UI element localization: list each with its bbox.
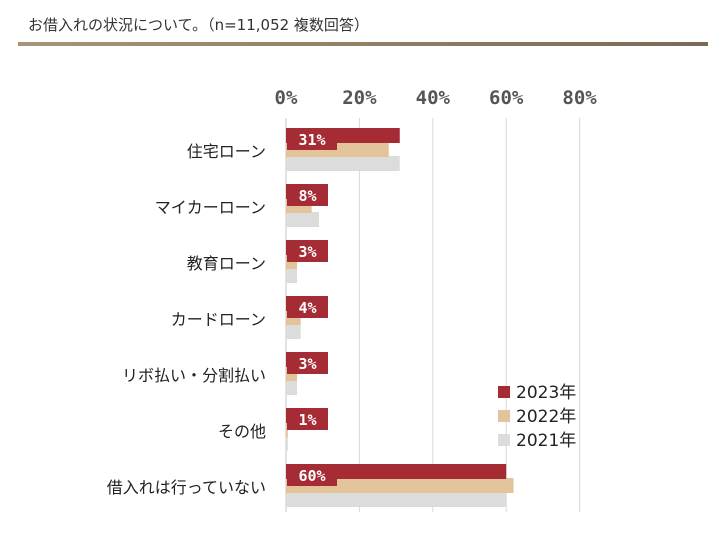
bar-2022 bbox=[286, 478, 514, 493]
category-label: 借入れは行っていない bbox=[107, 478, 266, 497]
legend-swatch bbox=[498, 434, 510, 446]
category-label: リボ払い・分割払い bbox=[122, 366, 266, 385]
category-label: カードローン bbox=[171, 310, 266, 329]
bar-2021 bbox=[286, 324, 301, 339]
x-tick-label: 60% bbox=[489, 87, 524, 109]
legend-label: 2023年 bbox=[516, 383, 576, 403]
data-label: 60% bbox=[298, 467, 325, 485]
chart-title: お借入れの状況について。（n=11,052 複数回答） bbox=[28, 16, 369, 34]
header-divider bbox=[18, 42, 708, 46]
bar-2021 bbox=[286, 380, 298, 395]
bar-2021 bbox=[286, 492, 507, 507]
bar-2021 bbox=[286, 156, 400, 171]
data-label-box bbox=[287, 352, 328, 374]
data-label-box bbox=[287, 240, 328, 262]
bar-2021 bbox=[286, 436, 288, 451]
data-label: 1% bbox=[298, 411, 316, 429]
bar-2022 bbox=[286, 422, 288, 437]
bar-2021 bbox=[286, 212, 320, 227]
data-label: 3% bbox=[298, 243, 316, 261]
header: お借入れの状況について。（n=11,052 複数回答） bbox=[18, 8, 708, 48]
category-label: その他 bbox=[218, 422, 266, 441]
data-label-box bbox=[287, 184, 328, 206]
data-label: 4% bbox=[298, 299, 316, 317]
data-label: 31% bbox=[298, 131, 325, 149]
legend-swatch bbox=[498, 386, 510, 398]
x-tick-label: 40% bbox=[416, 87, 451, 109]
category-label: 教育ローン bbox=[187, 254, 266, 273]
x-tick-label: 0% bbox=[275, 87, 298, 109]
bar-2021 bbox=[286, 268, 298, 283]
x-tick-label: 80% bbox=[562, 87, 597, 109]
data-label-box bbox=[287, 296, 328, 318]
data-label-box bbox=[287, 464, 337, 486]
data-label-box bbox=[287, 128, 337, 150]
data-label-box bbox=[287, 408, 328, 430]
legend-label: 2021年 bbox=[516, 431, 576, 451]
legend-swatch bbox=[498, 410, 510, 422]
category-label: マイカーローン bbox=[155, 198, 266, 217]
x-tick-label: 20% bbox=[342, 87, 377, 109]
category-label: 住宅ローン bbox=[187, 142, 266, 161]
bar-2023 bbox=[286, 464, 507, 479]
legend-label: 2022年 bbox=[516, 407, 576, 427]
data-label: 8% bbox=[298, 187, 316, 205]
data-label: 3% bbox=[298, 355, 316, 373]
